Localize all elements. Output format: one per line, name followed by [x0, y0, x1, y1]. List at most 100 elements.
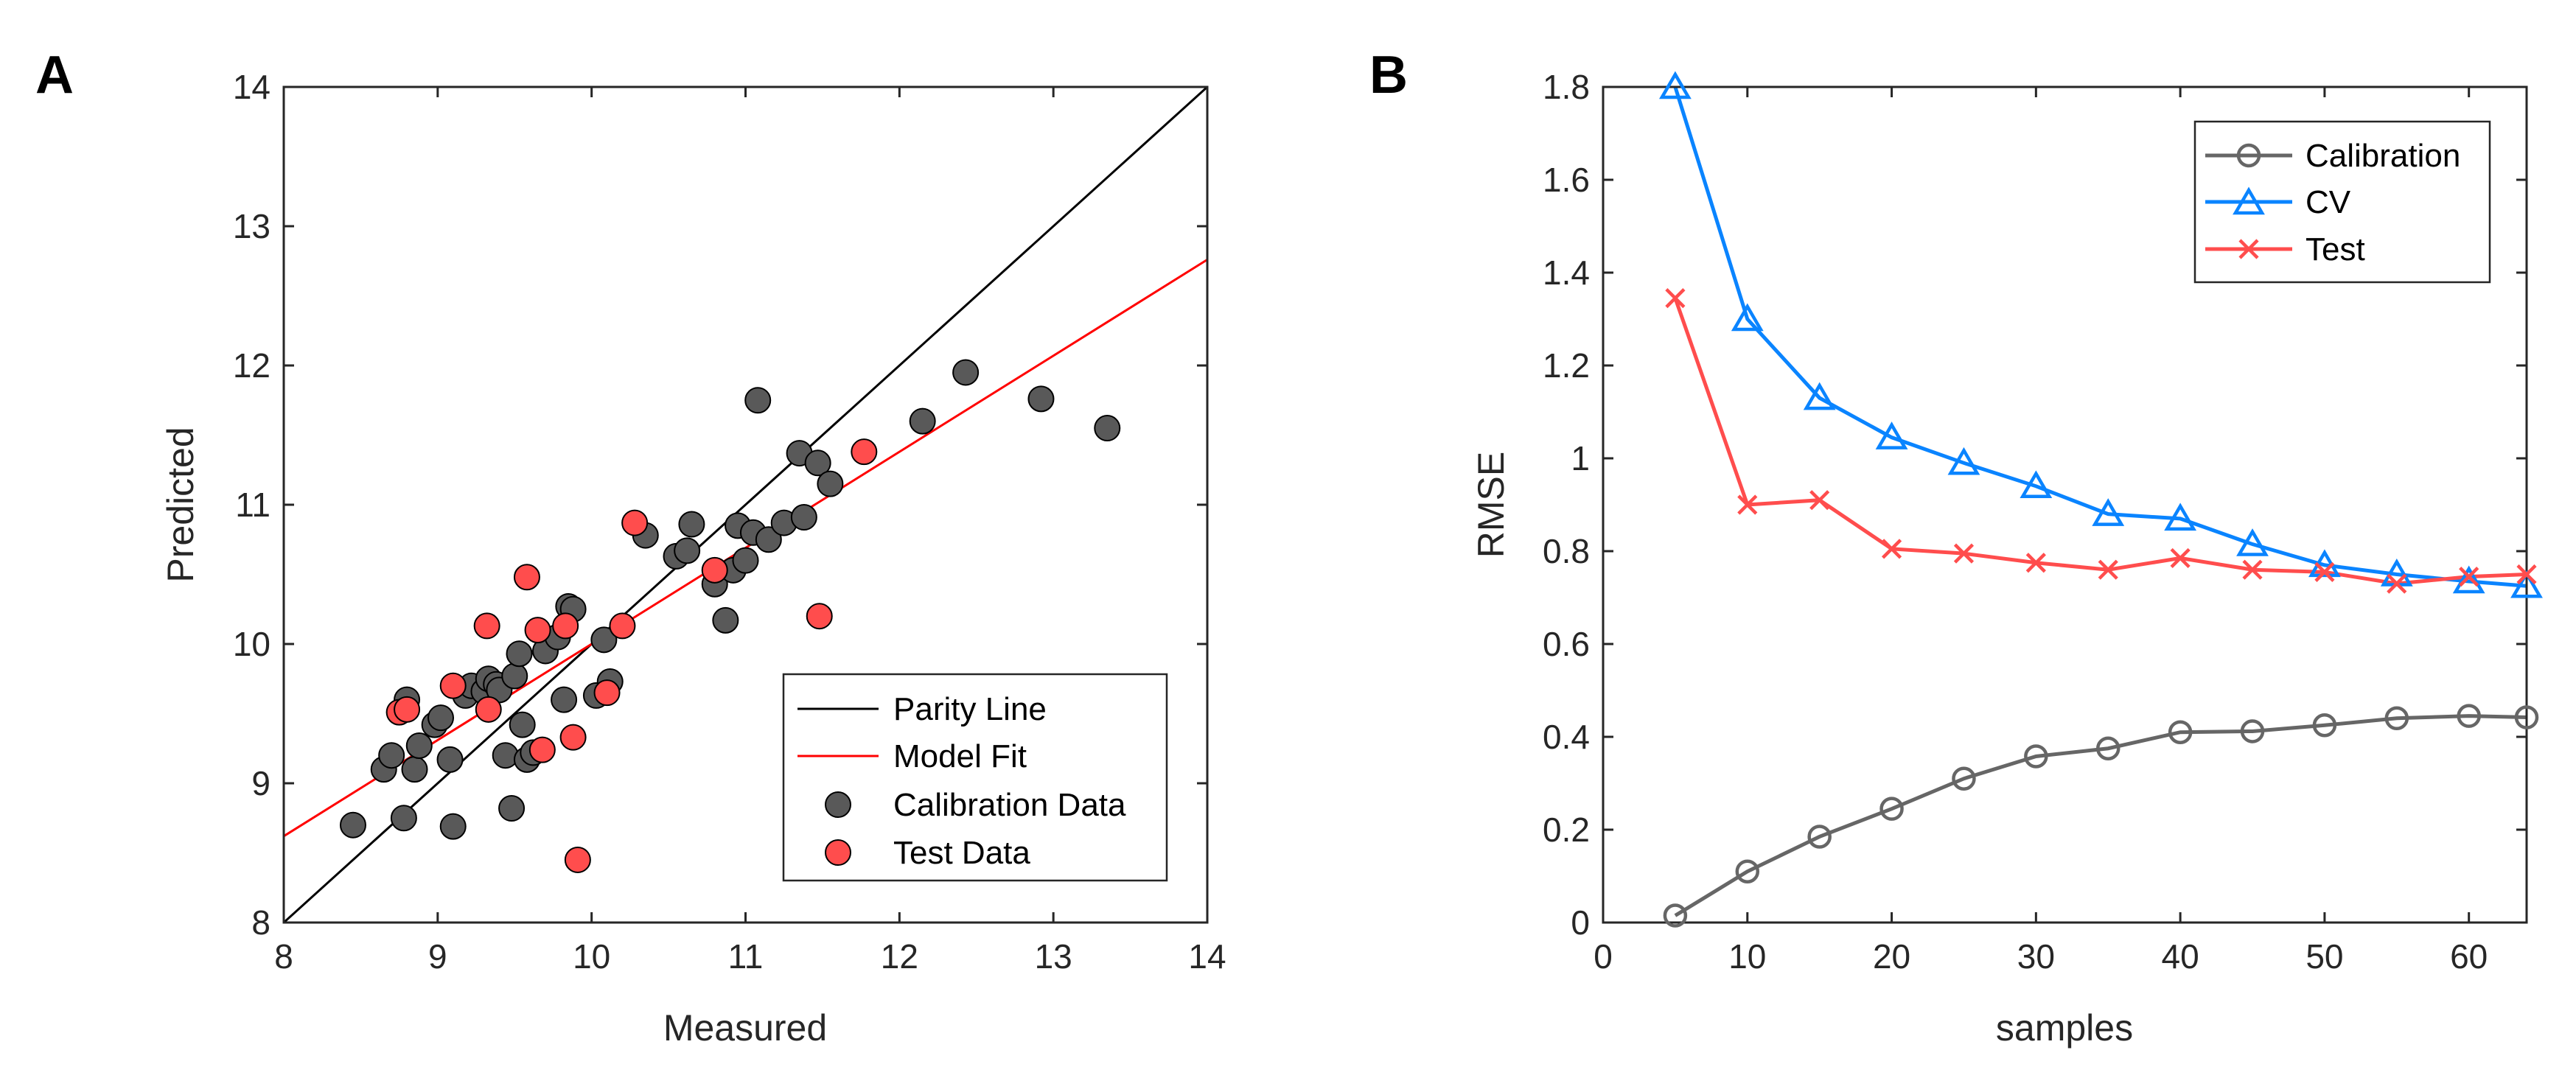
- calibration-data-point: [674, 537, 701, 564]
- calibration-data-point: [909, 407, 936, 435]
- calibration-data-point: [492, 742, 519, 769]
- chart-a-y-tick-label: 9: [251, 764, 270, 802]
- test-marker: [2516, 564, 2537, 585]
- chart-a-y-tick-label: 8: [251, 903, 270, 942]
- test-data-point: [701, 556, 728, 584]
- test-marker: [1737, 494, 1758, 515]
- test-data-point: [564, 846, 591, 873]
- calibration-data-point: [790, 504, 817, 531]
- calibration-data-point: [501, 662, 528, 690]
- chart-a-y-tick-label: 13: [233, 207, 270, 245]
- chart-b-x-tick-label: 30: [2017, 937, 2055, 976]
- calibration-series-line: [1674, 714, 2527, 917]
- chart-a-x-tick-label: 11: [728, 937, 764, 976]
- calibration-marker: [2168, 720, 2193, 744]
- calibration-data-point: [712, 606, 739, 634]
- cv-marker: [1947, 447, 1980, 475]
- test-data-point: [524, 617, 551, 644]
- chart-a-legend: Parity Line Model Fit Calibration Data T…: [782, 673, 1168, 882]
- calibration-marker: [2457, 704, 2481, 728]
- chart-a-y-tick-label: 10: [233, 625, 270, 663]
- legend-test-label: Test: [2306, 231, 2365, 267]
- cv-marker: [1658, 71, 1692, 99]
- legend-test-data-marker: [825, 839, 851, 866]
- calibration-data-point: [1027, 385, 1055, 413]
- chart-b-x-tick-label: 60: [2450, 937, 2488, 976]
- chart-a: 8 9 10 11 12 13 14 8 9 10 11 12 13 14 Measured Predic…: [160, 68, 1226, 1049]
- chart-b-y-tick-label: 1: [1571, 439, 1590, 477]
- legend-cv-marker: [2233, 186, 2265, 215]
- chart-b-y-tick-label: 1.6: [1543, 161, 1590, 199]
- calibration-marker: [2384, 706, 2409, 731]
- chart-b: 0 10 20 30 40 50 6000.20.40.60.811.21.41.61.8 …: [1470, 68, 2528, 1049]
- test-marker: [2387, 573, 2407, 594]
- chart-b-x-axis-label: samples: [1996, 1007, 2133, 1049]
- calibration-data-point: [498, 795, 526, 822]
- calibration-marker: [2514, 705, 2539, 729]
- chart-b-x-tick-label: 20: [1873, 937, 1910, 976]
- cv-series-line: [1673, 87, 2527, 588]
- test-data-point: [559, 724, 587, 751]
- chart-b-y-tick-label: 0.4: [1543, 718, 1590, 756]
- chart-b-x-tick-label: 40: [2162, 937, 2199, 976]
- cv-marker: [2452, 565, 2485, 594]
- calibration-data-point: [509, 711, 536, 738]
- calibration-data-point: [405, 732, 433, 759]
- legend-test-data-label: Test Data: [893, 835, 1030, 871]
- cv-marker: [2164, 503, 2197, 531]
- test-data-point: [593, 679, 621, 707]
- calibration-marker: [1663, 903, 1688, 928]
- legend-cv-label: CV: [2306, 184, 2351, 220]
- panel-label-a: A: [35, 46, 74, 105]
- test-data-point: [475, 696, 502, 723]
- calibration-data-point: [755, 526, 782, 553]
- chart-b-y-tick-label: 1.8: [1543, 68, 1590, 106]
- chart-b-y-tick-label: 0: [1571, 903, 1590, 942]
- test-marker: [2025, 553, 2046, 573]
- legend-calibration-data-marker: [825, 791, 851, 818]
- test-data-point: [609, 612, 636, 640]
- chart-b-x-tick-label: 0: [1594, 937, 1613, 976]
- calibration-data-point: [551, 686, 578, 713]
- calibration-data-point: [804, 449, 831, 477]
- chart-a-y-tick-label: 11: [235, 486, 270, 524]
- test-data-point: [513, 564, 540, 591]
- chart-a-x-tick-label: 8: [274, 937, 293, 976]
- panel-label-b: B: [1369, 46, 1408, 105]
- test-marker: [2098, 559, 2118, 580]
- test-data-point: [851, 438, 878, 466]
- legend-model-fit-label: Model Fit: [893, 738, 1027, 774]
- chart-a-x-tick-label: 12: [881, 937, 918, 976]
- chart-a-x-tick-label: 10: [573, 937, 610, 976]
- test-data-point: [394, 696, 421, 723]
- cv-marker: [1875, 421, 1908, 449]
- chart-a-x-tick-label: 13: [1035, 937, 1072, 976]
- test-marker: [2459, 567, 2479, 587]
- cv-marker: [2092, 498, 2125, 526]
- test-data-point: [806, 603, 833, 630]
- calibration-marker: [1879, 797, 1904, 821]
- calibration-marker: [2312, 713, 2337, 738]
- test-marker: [1665, 288, 1686, 309]
- test-marker: [2314, 561, 2335, 582]
- calibration-data-point: [1094, 415, 1121, 442]
- calibration-data-point: [390, 805, 417, 832]
- legend-calibration-label: Calibration: [2306, 138, 2460, 174]
- test-marker: [2170, 547, 2191, 569]
- chart-a-y-tick-label: 12: [233, 346, 270, 385]
- legend-test-marker: [2238, 239, 2259, 259]
- calibration-marker: [1952, 766, 1976, 791]
- test-marker: [2242, 559, 2263, 580]
- chart-b-y-tick-label: 0.2: [1543, 811, 1590, 849]
- cv-marker: [1731, 303, 1764, 332]
- test-data-point: [439, 672, 467, 699]
- calibration-data-point: [744, 387, 772, 414]
- chart-a-x-tick-label: 9: [428, 937, 447, 976]
- calibration-data-point: [817, 470, 844, 497]
- calibration-data-point: [339, 811, 366, 839]
- chart-b-x-tick-label: 50: [2306, 937, 2343, 976]
- chart-b-x-tick-label: 10: [1728, 937, 1766, 976]
- calibration-data-point: [590, 626, 618, 654]
